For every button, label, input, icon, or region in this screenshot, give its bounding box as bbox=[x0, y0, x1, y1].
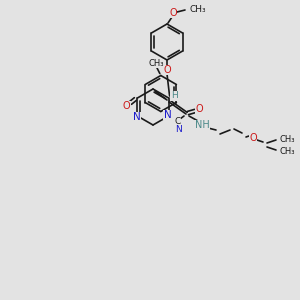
Text: O: O bbox=[249, 133, 257, 143]
Text: N: N bbox=[164, 110, 172, 120]
Text: O: O bbox=[195, 104, 203, 114]
Text: O: O bbox=[163, 65, 171, 75]
Text: C: C bbox=[175, 116, 181, 125]
Text: H: H bbox=[171, 92, 177, 100]
Text: O: O bbox=[123, 101, 130, 111]
Text: CH₃: CH₃ bbox=[279, 134, 295, 143]
Text: NH: NH bbox=[195, 120, 209, 130]
Text: O: O bbox=[169, 8, 177, 18]
Text: CH₃: CH₃ bbox=[148, 59, 164, 68]
Text: N: N bbox=[133, 112, 140, 122]
Text: CH₃: CH₃ bbox=[189, 4, 206, 14]
Text: N: N bbox=[175, 125, 182, 134]
Text: CH₃: CH₃ bbox=[279, 146, 295, 155]
